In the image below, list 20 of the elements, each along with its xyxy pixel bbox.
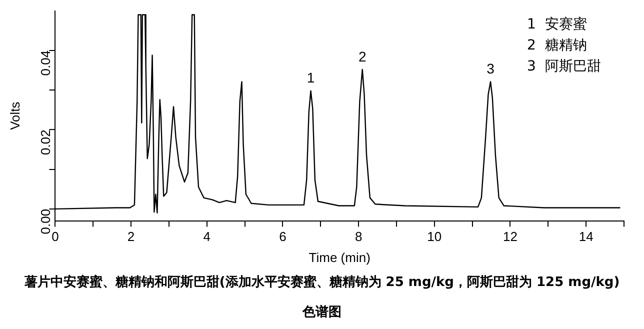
x-tick-label: 10 xyxy=(427,229,442,244)
annotation: 2 糖精钠 xyxy=(527,37,587,54)
x-tick-label: 0 xyxy=(52,229,59,244)
annotation: 3 阿斯巴甜 xyxy=(527,58,601,74)
x-tick-label: 4 xyxy=(203,229,210,244)
y-tick-label: 0.04 xyxy=(38,50,53,76)
x-axis-title: Time (min) xyxy=(308,250,370,265)
annotation: 3 xyxy=(486,60,495,77)
x-tick-label: 14 xyxy=(578,229,594,244)
annotation: 2 xyxy=(358,48,366,64)
x-tick-label: 6 xyxy=(279,229,286,244)
x-tick-label: 2 xyxy=(127,229,135,244)
text: 薯片中安赛蜜、糖精钠和阿斯巴甜(添加水平安赛蜜、糖精钠为 25 mg/kg，阿斯巴甜为 125 mg/kg)色谱图 xyxy=(23,274,621,322)
annotation: 1 xyxy=(306,70,315,86)
x-tick-label: 8 xyxy=(354,229,362,244)
y-tick-label: 0.00 xyxy=(38,208,53,234)
y-tick-label: 0.02 xyxy=(38,130,53,155)
y-axis-title: Volts xyxy=(7,101,22,130)
annotation: 1 安赛蜜 xyxy=(527,16,587,32)
x-tick-label: 12 xyxy=(503,229,518,244)
